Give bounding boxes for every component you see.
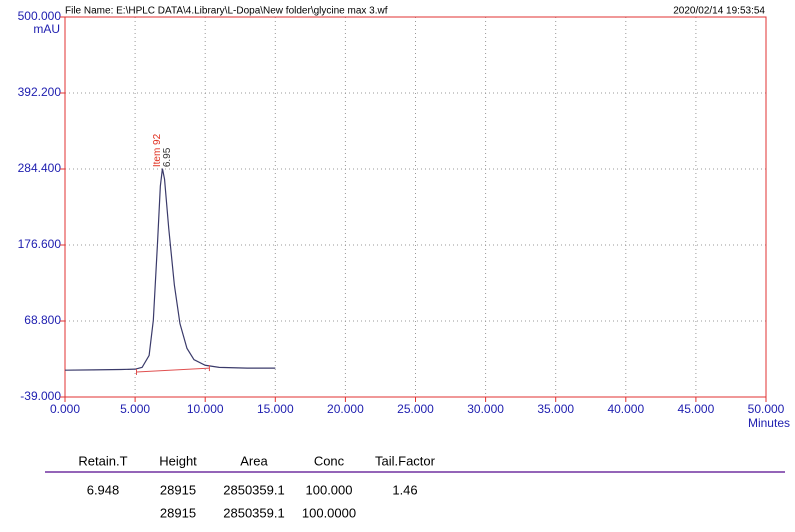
- y-tick-label: 500.000: [18, 9, 62, 23]
- table-cell: 2850359.1: [223, 482, 284, 497]
- table-total: 2850359.1: [223, 505, 284, 520]
- table-total: 28915: [160, 505, 196, 520]
- x-tick-label: 45.000: [678, 402, 715, 416]
- table-header: Conc: [314, 453, 345, 468]
- table-total: 100.0000: [302, 505, 356, 520]
- table-cell: 28915: [160, 482, 196, 497]
- y-tick-label: -39.000: [20, 389, 61, 403]
- table-cell: 6.948: [87, 482, 120, 497]
- x-tick-label: 35.000: [537, 402, 574, 416]
- x-tick-label: 50.000: [748, 402, 785, 416]
- peak-annotation: Item 92: [152, 133, 163, 167]
- table-cell: 100.000: [306, 482, 353, 497]
- x-tick-label: 5.000: [120, 402, 150, 416]
- x-tick-label: 0.000: [50, 402, 80, 416]
- x-tick-label: 15.000: [257, 402, 294, 416]
- chromatogram-trace: [64, 168, 276, 371]
- x-tick-label: 30.000: [467, 402, 504, 416]
- timestamp: 2020/02/14 19:53:54: [673, 6, 765, 17]
- file-name: File Name: E:\HPLC DATA\4.Library\L-Dopa…: [65, 6, 388, 17]
- y-axis-label: mAU: [33, 22, 60, 36]
- y-tick-label: 176.600: [18, 237, 62, 251]
- peak-baseline: [136, 367, 210, 373]
- table-header: Retain.T: [78, 453, 127, 468]
- y-tick-label: 284.400: [18, 161, 62, 175]
- peak-annotation: 6.95: [162, 147, 173, 167]
- y-tick-label: 68.800: [24, 313, 61, 327]
- x-tick-label: 10.000: [187, 402, 224, 416]
- x-axis-label: Minutes: [748, 416, 790, 430]
- x-tick-label: 40.000: [607, 402, 644, 416]
- plot-frame: [64, 16, 767, 398]
- x-tick-label: 25.000: [397, 402, 434, 416]
- table-header: Height: [159, 453, 197, 468]
- x-tick-label: 20.000: [327, 402, 364, 416]
- table-header: Area: [240, 453, 268, 468]
- table-header: Tail.Factor: [375, 453, 436, 468]
- table-cell: 1.46: [392, 482, 417, 497]
- y-tick-label: 392.200: [18, 85, 62, 99]
